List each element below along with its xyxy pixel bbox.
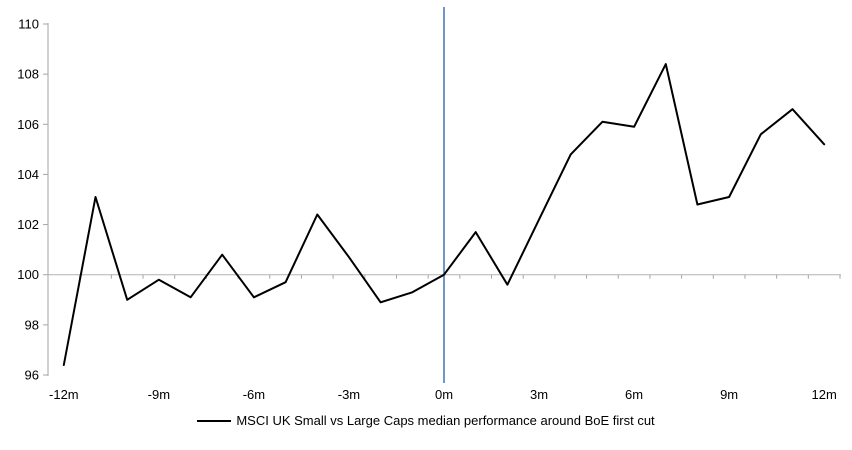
y-axis-tick-label: 98 [25, 317, 39, 332]
y-axis-tick-label: 108 [17, 67, 39, 82]
x-axis-tick-label: 6m [625, 387, 643, 402]
y-axis-tick-label: 96 [25, 368, 39, 383]
y-axis-tick-label: 106 [17, 117, 39, 132]
x-axis-tick-label: -12m [49, 387, 79, 402]
legend-label: MSCI UK Small vs Large Caps median perfo… [236, 413, 655, 428]
y-axis-tick-label: 110 [18, 17, 39, 32]
x-axis-tick-label: -9m [148, 387, 170, 402]
series-line [62, 63, 826, 366]
x-axis-tick-label: 9m [720, 387, 738, 402]
y-axis-tick-label: 102 [17, 217, 39, 232]
x-axis-tick-label: -6m [243, 387, 265, 402]
legend-line-sample [197, 419, 232, 422]
legend: MSCI UK Small vs Large Caps median perfo… [0, 413, 852, 428]
x-axis-tick-label: -3m [338, 387, 360, 402]
y-axis-tick-label: 104 [17, 167, 39, 182]
x-axis-tick-label: 0m [435, 387, 453, 402]
x-axis-tick-label: 12m [812, 387, 837, 402]
y-axis-tick-label: 100 [17, 267, 39, 282]
x-axis-tick-label: 3m [530, 387, 548, 402]
